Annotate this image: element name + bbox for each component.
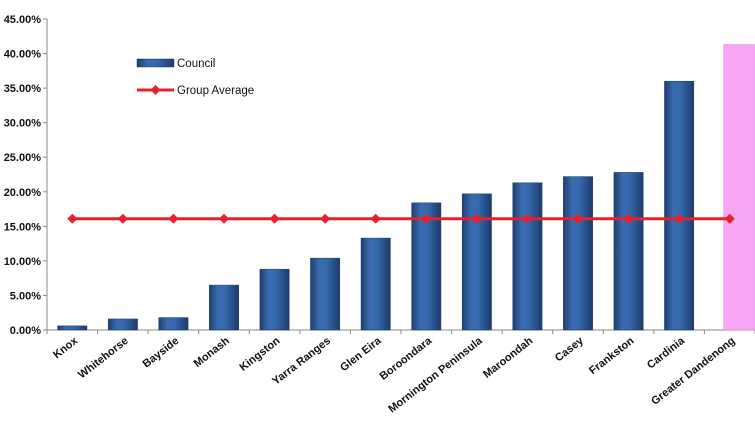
average-line-series bbox=[67, 213, 735, 224]
bar bbox=[723, 44, 755, 331]
average-marker bbox=[522, 213, 533, 224]
x-tick-label: Mornington Peninsula bbox=[386, 334, 485, 415]
legend: Council Group Average bbox=[136, 58, 254, 97]
average-marker bbox=[269, 213, 280, 224]
x-tick-label: Whitehorse bbox=[76, 335, 131, 381]
x-tick-label: Frankston bbox=[587, 335, 637, 377]
y-tick-label: 40.00% bbox=[4, 49, 42, 61]
bar bbox=[411, 202, 442, 331]
average-marker bbox=[573, 213, 583, 224]
y-tick-label: 25.00% bbox=[4, 152, 42, 164]
average-marker bbox=[724, 213, 735, 224]
bar bbox=[563, 176, 593, 331]
bar bbox=[57, 325, 88, 331]
y-tick-label: 15.00% bbox=[4, 221, 42, 233]
bar bbox=[360, 237, 391, 331]
average-marker bbox=[674, 213, 685, 224]
y-axis: 0.00% 5.00% 10.00% 15.00% 20.00% 25.00% 30.00%… bbox=[4, 14, 48, 337]
x-tick-label: Bayside bbox=[141, 335, 182, 370]
bar bbox=[158, 317, 189, 331]
average-marker bbox=[67, 213, 78, 224]
average-marker bbox=[623, 213, 634, 224]
legend-swatch-council bbox=[136, 58, 175, 68]
x-tick-label: Maroondah bbox=[481, 335, 535, 381]
y-tick-label: 5.00% bbox=[10, 290, 41, 302]
y-tick-label: 0.00% bbox=[10, 325, 41, 337]
y-tick-label: 10.00% bbox=[4, 256, 42, 268]
average-marker bbox=[219, 213, 229, 224]
legend-label-group-average: Group Average bbox=[177, 85, 254, 97]
bar bbox=[107, 318, 138, 331]
average-marker bbox=[421, 213, 432, 224]
legend-label-council: Council bbox=[177, 58, 215, 70]
bar-series bbox=[57, 44, 755, 331]
legend-marker-group-average bbox=[150, 85, 161, 95]
bar bbox=[310, 257, 341, 331]
x-tick-label: Casey bbox=[553, 334, 587, 364]
x-tick-label: Knox bbox=[51, 334, 81, 361]
x-tick-label: Glen Eira bbox=[338, 334, 384, 374]
average-marker bbox=[168, 213, 179, 224]
average-marker bbox=[370, 213, 381, 224]
x-tick-label: Monash bbox=[192, 335, 232, 370]
average-marker bbox=[320, 213, 331, 224]
bar bbox=[613, 172, 644, 331]
average-marker bbox=[117, 213, 128, 224]
bar bbox=[209, 284, 239, 331]
x-tick-label: Cardinia bbox=[645, 334, 688, 371]
bar bbox=[512, 182, 543, 331]
y-tick-label: 35.00% bbox=[4, 83, 42, 95]
bar bbox=[664, 80, 695, 331]
x-tick-label: Greater Dandenong bbox=[649, 335, 737, 408]
y-tick-label: 30.00% bbox=[4, 118, 42, 130]
y-tick-label: 20.00% bbox=[4, 187, 42, 199]
bar bbox=[259, 268, 290, 331]
x-tick-label: Kingston bbox=[237, 335, 282, 374]
y-tick-label: 45.00% bbox=[4, 14, 42, 26]
average-marker bbox=[471, 213, 482, 224]
